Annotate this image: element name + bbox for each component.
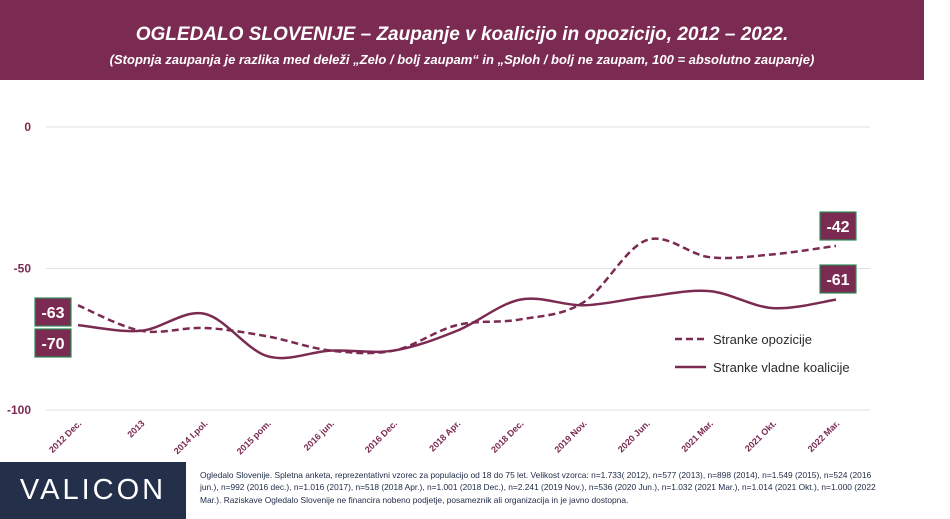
x-tick-label: 2016 Dec. — [363, 418, 399, 454]
chart-subtitle: (Stopnja zaupanja je razlika med deleži … — [109, 52, 815, 67]
data-label-opozicija-start: -63 — [41, 305, 64, 322]
data-label-koalicija-start-box — [34, 328, 72, 358]
x-tick-label: 2016 jun. — [302, 418, 336, 452]
x-tick-label: 2018 Dec. — [489, 418, 525, 454]
legend-label: Stranke opozicije — [713, 332, 812, 347]
x-tick-label: 2019 Nov. — [552, 418, 588, 454]
data-label-koalicija-start: -70 — [41, 336, 64, 353]
data-label-koalicija-end: -61 — [826, 272, 849, 289]
data-label-koalicija-end-box — [819, 264, 857, 294]
x-tick-label: 2020 Jun. — [616, 418, 652, 454]
valicon-logo: VALICON — [0, 462, 186, 519]
chart-header: OGLEDALO SLOVENIJE – Zaupanje v koalicij… — [0, 0, 924, 80]
series-line-opozicija — [77, 237, 837, 355]
legend-label: Stranke vladne koalicije — [713, 360, 850, 375]
x-tick-label: 2014 I.pol. — [172, 418, 210, 456]
series-line-koalicija — [77, 289, 837, 360]
y-tick-label: -100 — [7, 403, 31, 417]
x-tick-label: 2022 Mar. — [806, 418, 842, 454]
data-label-opozicija-start-box — [34, 297, 72, 327]
y-tick-label: -50 — [14, 262, 32, 276]
chart-title: OGLEDALO SLOVENIJE – Zaupanje v koalicij… — [135, 24, 789, 45]
x-tick-label: 2013 — [125, 418, 146, 439]
x-tick-label: 2021 Mar. — [679, 418, 715, 454]
x-tick-label: 2015 pom. — [235, 418, 273, 456]
data-label-opozicija-end-box — [819, 211, 857, 241]
x-tick-label: 2018 Apr. — [427, 418, 462, 453]
x-tick-label: 2012 Dec. — [47, 418, 83, 454]
y-tick-label: 0 — [24, 120, 31, 134]
footnote: Ogledalo Slovenije. Spletna anketa, repr… — [200, 470, 876, 505]
line-chart: 0 -50 -100 2012 Dec. 2013 2014 I.pol. 2015 pom… — [7, 120, 870, 457]
data-label-opozicija-end: -42 — [826, 219, 849, 236]
x-tick-label: 2021 Okt. — [743, 418, 778, 453]
